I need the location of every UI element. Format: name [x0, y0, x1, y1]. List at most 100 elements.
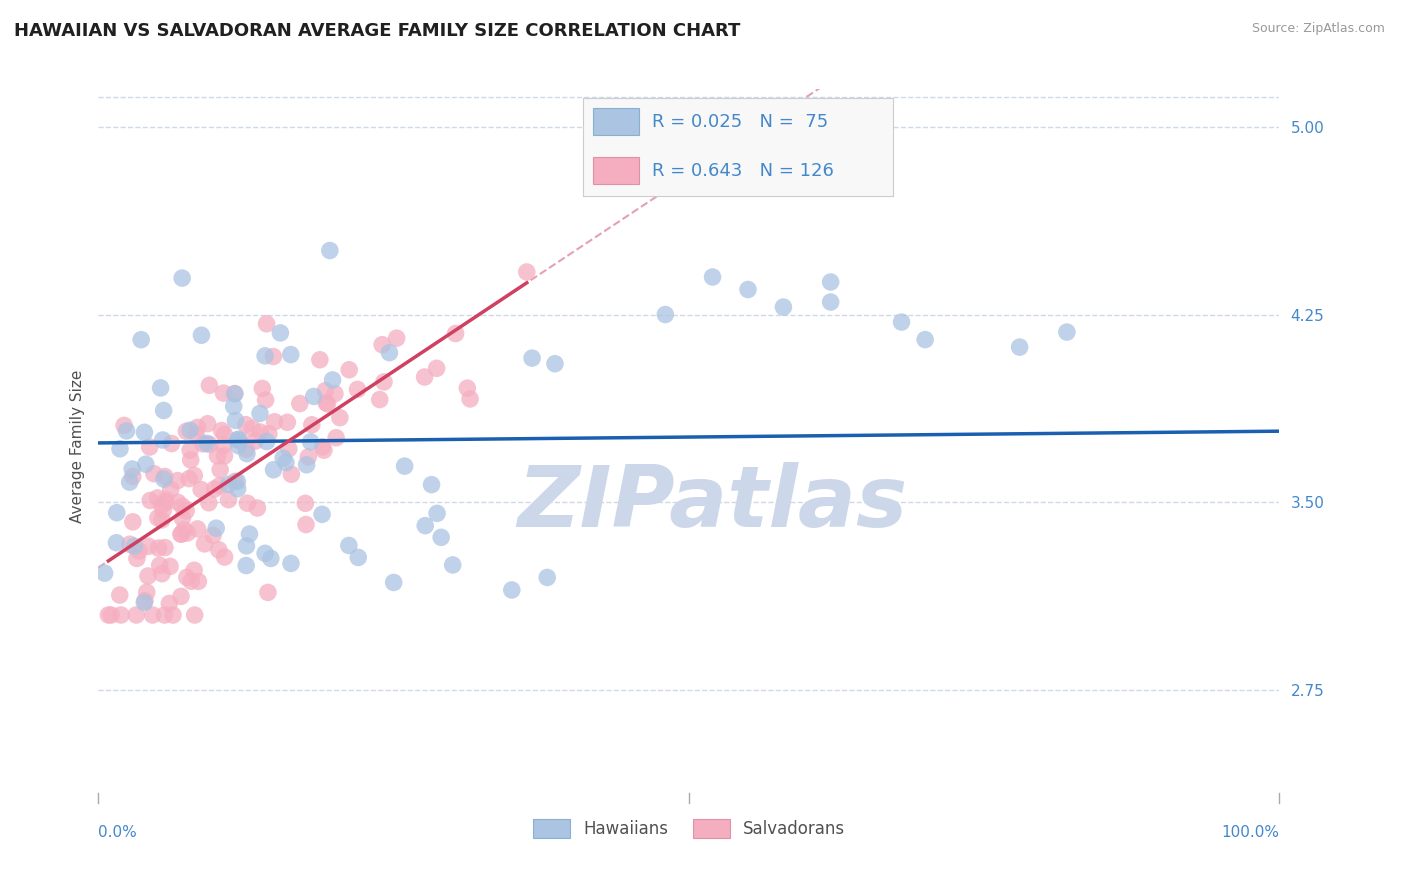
- Point: [520, 351, 543, 365]
- Point: [146, 511, 169, 525]
- Point: [214, 427, 236, 442]
- Point: [118, 537, 141, 551]
- Point: [235, 417, 257, 432]
- Point: [224, 475, 246, 489]
- Point: [170, 527, 193, 541]
- Point: [160, 436, 183, 450]
- Point: [378, 345, 401, 359]
- Point: [155, 495, 177, 509]
- Point: [153, 607, 176, 622]
- Point: [125, 607, 148, 622]
- Point: [208, 479, 231, 493]
- Point: [322, 373, 344, 387]
- Point: [382, 575, 405, 590]
- Point: [295, 517, 318, 532]
- Point: [205, 521, 228, 535]
- Point: [226, 433, 249, 447]
- Point: [180, 453, 202, 467]
- Point: [121, 515, 143, 529]
- Legend: Hawaiians, Salvadorans: Hawaiians, Salvadorans: [526, 812, 852, 845]
- Point: [269, 326, 291, 340]
- Point: [536, 570, 558, 584]
- Point: [212, 438, 235, 452]
- Text: 100.0%: 100.0%: [1222, 825, 1279, 840]
- Point: [105, 535, 128, 549]
- Point: [211, 424, 233, 438]
- Point: [312, 443, 335, 458]
- Point: [166, 474, 188, 488]
- Point: [257, 426, 280, 441]
- Point: [110, 607, 132, 622]
- Point: [1008, 340, 1031, 354]
- Point: [311, 508, 333, 522]
- Point: [772, 300, 794, 314]
- Point: [316, 397, 339, 411]
- Point: [112, 418, 135, 433]
- Point: [152, 403, 174, 417]
- Point: [249, 406, 271, 420]
- Point: [183, 468, 205, 483]
- Point: [187, 522, 209, 536]
- Point: [186, 420, 208, 434]
- Point: [162, 607, 184, 622]
- Point: [97, 607, 120, 622]
- Point: [149, 558, 172, 573]
- Point: [153, 541, 176, 555]
- Point: [280, 467, 302, 482]
- Point: [737, 283, 759, 297]
- Point: [229, 434, 252, 448]
- Point: [198, 437, 221, 451]
- Point: [157, 597, 180, 611]
- Point: [301, 417, 323, 432]
- Point: [456, 381, 478, 395]
- Point: [314, 384, 336, 398]
- Point: [214, 449, 236, 463]
- Point: [413, 518, 436, 533]
- Point: [226, 475, 249, 489]
- Point: [373, 375, 395, 389]
- Point: [134, 595, 156, 609]
- Text: 0.0%: 0.0%: [98, 825, 138, 840]
- Point: [174, 504, 197, 518]
- Point: [274, 456, 297, 470]
- Point: [136, 569, 159, 583]
- Point: [152, 433, 174, 447]
- Point: [172, 271, 194, 285]
- Point: [277, 442, 299, 456]
- Point: [820, 275, 842, 289]
- Point: [426, 361, 449, 376]
- Point: [195, 436, 218, 450]
- Point: [371, 337, 394, 351]
- Point: [176, 526, 198, 541]
- Point: [1056, 325, 1078, 339]
- Text: R = 0.643   N = 126: R = 0.643 N = 126: [651, 161, 834, 179]
- Point: [256, 317, 278, 331]
- Point: [128, 544, 150, 558]
- Point: [179, 423, 201, 437]
- Point: [702, 270, 724, 285]
- Point: [172, 511, 194, 525]
- Point: [142, 467, 165, 481]
- FancyBboxPatch shape: [593, 108, 640, 136]
- Point: [319, 244, 342, 258]
- Point: [138, 440, 160, 454]
- Text: Source: ZipAtlas.com: Source: ZipAtlas.com: [1251, 22, 1385, 36]
- Point: [193, 537, 215, 551]
- Point: [207, 449, 229, 463]
- Point: [125, 551, 148, 566]
- Point: [170, 527, 193, 541]
- Point: [430, 530, 453, 544]
- Point: [153, 472, 176, 486]
- Point: [222, 400, 245, 414]
- Point: [214, 550, 236, 565]
- Point: [914, 333, 936, 347]
- Text: HAWAIIAN VS SALVADORAN AVERAGE FAMILY SIZE CORRELATION CHART: HAWAIIAN VS SALVADORAN AVERAGE FAMILY SI…: [14, 22, 741, 40]
- Point: [516, 265, 538, 279]
- Point: [820, 295, 842, 310]
- Point: [183, 607, 205, 622]
- Point: [121, 469, 143, 483]
- Point: [209, 463, 232, 477]
- Point: [444, 326, 467, 341]
- Point: [413, 370, 436, 384]
- Point: [170, 590, 193, 604]
